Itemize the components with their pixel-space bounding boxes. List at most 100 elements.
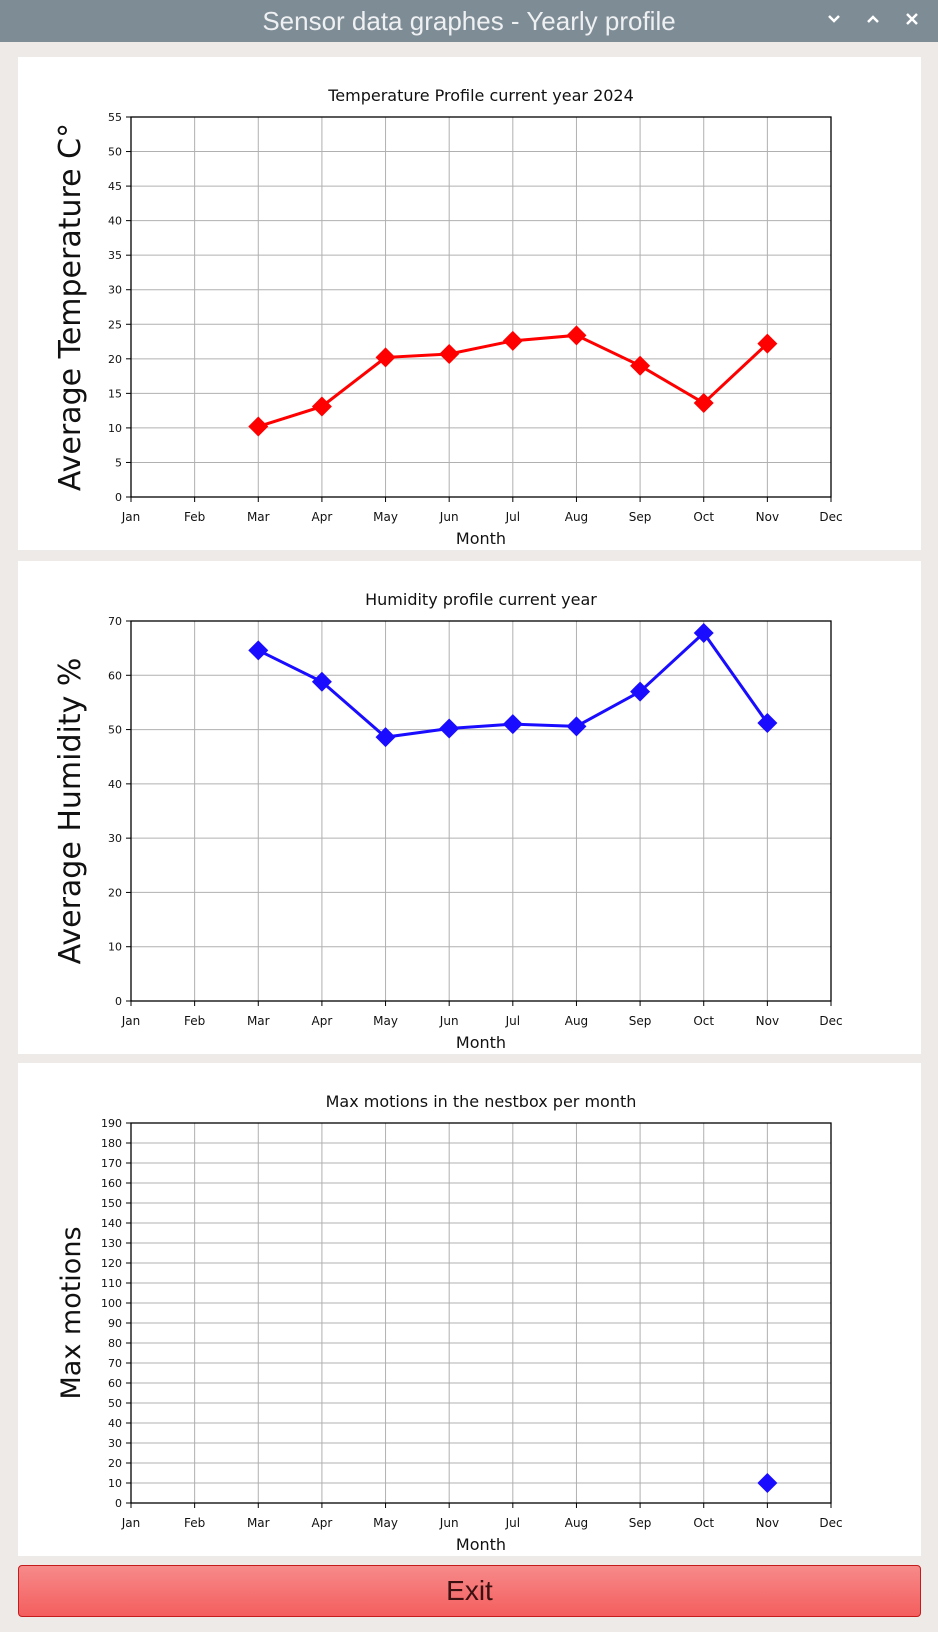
y-axis-label: Max motions [56, 1226, 87, 1399]
y-tick-label: 35 [108, 249, 122, 262]
y-tick-label: 45 [108, 180, 122, 193]
data-point-sep [630, 355, 651, 376]
y-tick-label: 130 [101, 1237, 122, 1250]
y-tick-label: 50 [108, 1397, 122, 1410]
x-tick-label: Aug [565, 1014, 588, 1028]
y-tick-label: 20 [108, 353, 122, 366]
y-tick-label: 40 [108, 778, 122, 791]
y-tick-label: 30 [108, 832, 122, 845]
y-tick-label: 60 [108, 1377, 122, 1390]
x-tick-label: Jun [439, 1516, 459, 1530]
data-point-aug [566, 716, 587, 737]
y-tick-label: 40 [108, 215, 122, 228]
x-tick-label: Oct [693, 1014, 714, 1028]
x-tick-label: May [373, 510, 398, 524]
x-tick-label: Dec [819, 510, 842, 524]
x-tick-label: Jul [505, 1014, 520, 1028]
y-tick-label: 160 [101, 1177, 122, 1190]
y-tick-label: 30 [108, 284, 122, 297]
data-point-may [375, 727, 396, 748]
y-tick-label: 150 [101, 1197, 122, 1210]
data-point-oct [693, 393, 714, 414]
maximize-button[interactable] [865, 8, 881, 32]
chart-title: Humidity profile current year [365, 590, 597, 609]
data-point-nov [757, 1473, 778, 1493]
y-tick-label: 5 [115, 456, 122, 469]
y-tick-label: 0 [115, 995, 122, 1008]
x-tick-label: Jul [505, 510, 520, 524]
y-tick-label: 120 [101, 1257, 122, 1270]
x-tick-label: Jan [121, 510, 141, 524]
data-point-jun [439, 343, 460, 364]
y-tick-label: 20 [108, 886, 122, 899]
x-tick-label: Feb [184, 510, 205, 524]
x-tick-label: Dec [819, 1516, 842, 1530]
x-tick-label: Jun [439, 1014, 459, 1028]
x-axis-label: Month [456, 1535, 506, 1554]
data-point-sep [630, 681, 651, 702]
x-tick-label: Jul [505, 1516, 520, 1530]
chart-title: Max motions in the nestbox per month [326, 1092, 637, 1111]
x-tick-label: Jun [439, 510, 459, 524]
chart-title: Temperature Profile current year 2024 [327, 86, 634, 105]
y-tick-label: 20 [108, 1457, 122, 1470]
data-point-nov [757, 333, 778, 354]
motion-chart-panel: Max motions in the nestbox per month Jan F… [18, 1063, 921, 1556]
y-tick-label: 10 [108, 422, 122, 435]
x-tick-label: Mar [247, 510, 270, 524]
motion-chart: Max motions in the nestbox per month Jan F… [56, 1092, 843, 1554]
data-point-oct [693, 622, 714, 643]
y-tick-label: 110 [101, 1277, 122, 1290]
x-tick-label: Nov [756, 510, 779, 524]
data-point-mar [248, 640, 269, 661]
chevron-down-icon [828, 15, 840, 23]
x-tick-label: Jan [121, 1516, 141, 1530]
close-icon [906, 13, 918, 25]
x-tick-label: Sep [629, 510, 652, 524]
y-axis-label: Average Temperature C° [53, 123, 88, 491]
x-tick-label: May [373, 1516, 398, 1530]
x-tick-label: Nov [756, 1516, 779, 1530]
x-axis-label: Month [456, 529, 506, 548]
window-title: Sensor data graphes - Yearly profile [262, 6, 676, 36]
data-point-jul [502, 714, 523, 735]
y-tick-label: 140 [101, 1217, 122, 1230]
y-tick-label: 100 [101, 1297, 122, 1310]
y-tick-label: 30 [108, 1437, 122, 1450]
close-button[interactable] [904, 8, 920, 32]
y-axis-label: Average Humidity % [53, 658, 88, 965]
y-tick-label: 60 [108, 669, 122, 682]
humidity-chart-panel: Humidity profile current year Jan Feb Mar Ap… [18, 561, 921, 1054]
x-tick-label: Oct [693, 1516, 714, 1530]
plot-frame [130, 116, 832, 498]
plot-frame [130, 1122, 832, 1504]
y-tick-label: 70 [108, 615, 122, 628]
y-tick-label: 70 [108, 1357, 122, 1370]
data-point-nov [757, 713, 778, 734]
y-tick-label: 50 [108, 146, 122, 159]
minimize-button[interactable] [826, 8, 842, 32]
exit-button[interactable]: Exit [18, 1565, 921, 1617]
x-tick-label: Mar [247, 1516, 270, 1530]
x-tick-label: Sep [629, 1014, 652, 1028]
y-tick-label: 80 [108, 1337, 122, 1350]
x-tick-label: Jan [121, 1014, 141, 1028]
y-tick-label: 0 [115, 491, 122, 504]
y-tick-label: 90 [108, 1317, 122, 1330]
data-point-mar [248, 416, 269, 437]
y-tick-label: 15 [108, 387, 122, 400]
x-tick-label: Aug [565, 510, 588, 524]
x-axis-label: Month [456, 1033, 506, 1052]
x-tick-label: Sep [629, 1516, 652, 1530]
y-tick-label: 55 [108, 111, 122, 124]
x-tick-label: Feb [184, 1014, 205, 1028]
y-tick-label: 170 [101, 1157, 122, 1170]
x-tick-label: Oct [693, 510, 714, 524]
window-titlebar: Sensor data graphes - Yearly profile [0, 0, 938, 42]
x-tick-label: Apr [312, 1516, 333, 1530]
x-tick-label: May [373, 1014, 398, 1028]
data-point-may [375, 347, 396, 368]
x-tick-label: Apr [312, 1014, 333, 1028]
temperature-chart-panel: Temperature Profile current year 2024 Jan… [18, 57, 921, 550]
x-tick-label: Nov [756, 1014, 779, 1028]
